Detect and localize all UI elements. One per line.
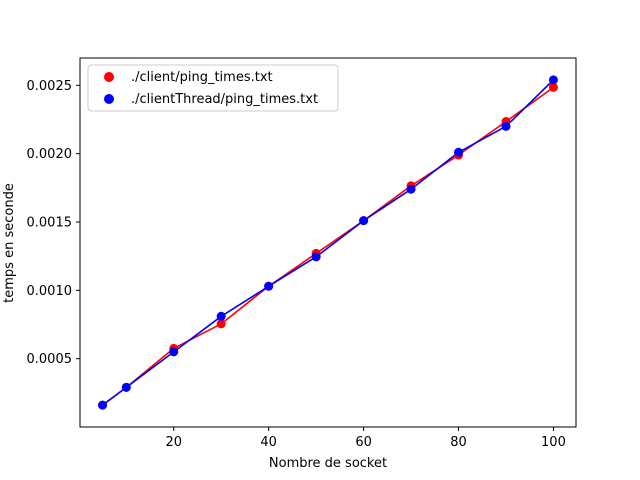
- y-tick-label-0: 0.0005: [27, 352, 73, 367]
- y-tick-label-4: 0.0025: [27, 79, 73, 94]
- series-1-point-3: [216, 311, 226, 321]
- y-tick-label-3: 0.0020: [27, 147, 73, 162]
- series-1-point-9: [501, 121, 511, 131]
- series-1-point-8: [454, 147, 464, 157]
- x-tick-label-1: 40: [260, 435, 277, 450]
- series-1-point-2: [169, 347, 179, 357]
- series-layer: [98, 75, 558, 410]
- legend-marker-clientthread: [104, 94, 114, 104]
- x-tick-label-3: 80: [450, 435, 467, 450]
- legend-marker-client: [104, 72, 114, 82]
- x-tick-label-2: 60: [355, 435, 372, 450]
- y-axis-label: temps en seconde: [2, 183, 17, 303]
- axes-layer: 20 40 60 80 100 0.0005 0.0010 0.0015 0.0020 0.002…: [27, 57, 577, 450]
- y-tick-label-2: 0.0015: [27, 216, 73, 231]
- x-axis-label: Nombre de socket: [269, 456, 387, 471]
- series-1-point-10: [548, 75, 558, 85]
- series-1-point-6: [359, 216, 369, 226]
- series-1-point-4: [264, 281, 274, 291]
- plot-area: [80, 58, 576, 427]
- series-0-point-10: [548, 82, 558, 92]
- legend-box: [87, 64, 339, 112]
- axes-frame: [79, 57, 577, 428]
- plot-background: [80, 58, 576, 427]
- series-1-point-1: [121, 382, 131, 392]
- x-tick-label-0: 20: [165, 435, 182, 450]
- y-tick-label-1: 0.0010: [27, 284, 73, 299]
- series-1-point-7: [406, 184, 416, 194]
- legend-label-clientthread: ./clientThread/ping_times.txt: [131, 92, 318, 107]
- legend-label-client: ./client/ping_times.txt: [131, 70, 273, 85]
- x-tick-label-4: 100: [541, 435, 566, 450]
- series-0-point-3: [216, 319, 226, 329]
- legend: ./client/ping_times.txt ./clientThread/p…: [87, 64, 339, 112]
- series-1-point-0: [98, 400, 108, 410]
- series-1-point-5: [311, 252, 321, 262]
